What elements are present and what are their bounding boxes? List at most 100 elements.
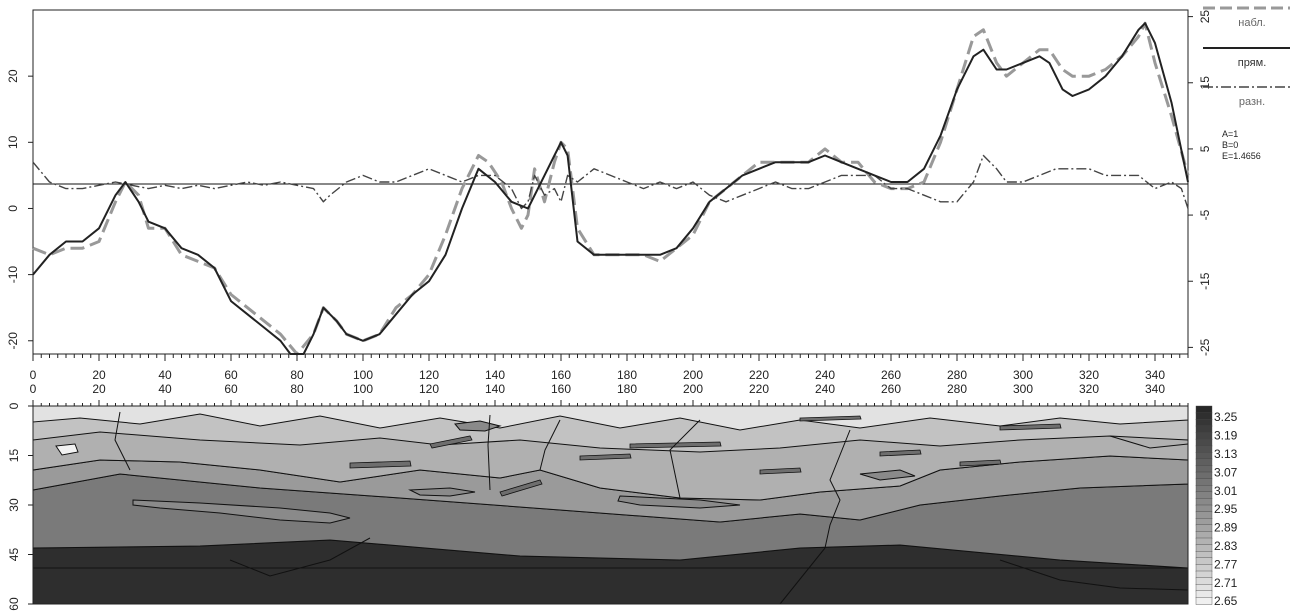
colorbar-band [1195, 438, 1213, 447]
colorbar-label: 3.13 [1214, 447, 1238, 461]
zone-lens-1 [132, 499, 351, 524]
x-tick-label: 60 [224, 368, 238, 382]
zone-streak-8 [429, 435, 473, 449]
y-left-tick-label: 20 [6, 69, 20, 83]
x-tick-label: 260 [881, 368, 901, 382]
colorbar-band [1195, 412, 1213, 420]
zone-lens-3 [55, 443, 79, 456]
section-x-tick-label: 220 [749, 382, 769, 396]
colorbar-label: 2.95 [1214, 502, 1238, 516]
param-a: A=1 [1222, 129, 1238, 139]
colorbar-band [1195, 419, 1213, 427]
x-tick-label: 200 [683, 368, 703, 382]
density-section: 0 20 40 60 80 100 120 140 160 180 200 220 240 260 280 3… [7, 382, 1238, 611]
section-x-tick-label: 280 [947, 382, 967, 396]
zone-boundary-9 [999, 559, 1189, 591]
zone-boundary-5 [669, 419, 701, 499]
zone-lens-6 [859, 469, 916, 481]
colorbar-label: 3.19 [1214, 429, 1238, 443]
x-tick-label: 340 [1145, 368, 1165, 382]
param-e: E=1.4656 [1222, 151, 1261, 161]
section-y-tick-label: 45 [7, 548, 21, 562]
y-right-tick-label: -15 [1198, 272, 1212, 290]
colorbar-band [1195, 425, 1213, 434]
series-line-dashed [32, 21, 1190, 356]
zone-streak-5 [959, 459, 1002, 467]
zone-boundary-8 [779, 547, 826, 605]
x-tick-label: 320 [1079, 368, 1099, 382]
zone-boundary-6 [1109, 435, 1189, 449]
zone-lens-2 [617, 495, 741, 509]
x-tick-label: 180 [617, 368, 637, 382]
section-y-tick-label: 0 [7, 402, 21, 409]
colorbar-band [1195, 531, 1213, 539]
colorbar-label: 2.77 [1214, 557, 1238, 571]
y-left-tick-label: -10 [6, 266, 20, 284]
zone-boundary-3 [539, 419, 561, 471]
colorbar-band [1195, 452, 1213, 460]
colorbar-band [1195, 485, 1213, 493]
colorbar-band [1195, 465, 1213, 473]
model-params: A=1 B=0 E=1.4656 [1222, 129, 1261, 161]
colorbar-band [1195, 478, 1213, 486]
y-right-tick-label: 25 [1198, 10, 1212, 24]
section-x-tick-label: 20 [92, 382, 106, 396]
y-right-tick-label: 15 [1198, 76, 1212, 90]
section-x-tick-label: 300 [1013, 382, 1033, 396]
section-x-tick-label: 100 [353, 382, 373, 396]
section-x-tick-label: 60 [224, 382, 238, 396]
y-right-tick-label: -25 [1198, 338, 1212, 356]
section-x-tick-label: 120 [419, 382, 439, 396]
colorbar-band [1195, 584, 1213, 592]
x-tick-label: 80 [290, 368, 304, 382]
legend-label-difference: разн. [1239, 96, 1265, 108]
colorbar-band [1195, 557, 1213, 566]
colorbar-band [1195, 511, 1213, 519]
section-y-tick-label: 60 [7, 597, 21, 611]
section-x-tick-label: 340 [1145, 382, 1165, 396]
section-x-tick-label: 260 [881, 382, 901, 396]
legend-label-observed: набл. [1238, 17, 1265, 29]
zone-streak-3 [579, 453, 632, 461]
zone-streak-9 [879, 449, 922, 457]
zone-streak-4 [499, 479, 543, 497]
colorbar-band [1195, 597, 1213, 605]
section-x-tick-label: 0 [30, 382, 37, 396]
section-x-tick-label: 140 [485, 382, 505, 396]
section-x-tick-label: 200 [683, 382, 703, 396]
x-tick-label: 300 [1013, 368, 1033, 382]
x-tick-label: 40 [158, 368, 172, 382]
colorbar-band [1195, 491, 1213, 500]
colorbar-band [1195, 445, 1213, 453]
zone-boundary-4 [824, 429, 851, 549]
colorbar-band [1195, 551, 1213, 559]
x-tick-label: 140 [485, 368, 505, 382]
section-y-tick-label: 30 [7, 498, 21, 512]
x-tick-label: 160 [551, 368, 571, 382]
zone-lens-5 [408, 487, 476, 497]
x-tick-label: 280 [947, 368, 967, 382]
colorbar-label: 2.83 [1214, 539, 1238, 553]
colorbar-band [1195, 504, 1213, 513]
y-left-tick-label: 10 [6, 135, 20, 149]
colorbar-label: 3.25 [1214, 410, 1238, 424]
x-tick-label: 120 [419, 368, 439, 382]
zone-shallow [32, 405, 1189, 431]
param-b: B=0 [1222, 140, 1238, 150]
x-tick-label: 240 [815, 368, 835, 382]
colorbar-band [1195, 458, 1213, 467]
density-zones [32, 405, 1189, 605]
zone-streak-10 [759, 467, 802, 475]
colorbar-band [1195, 537, 1213, 546]
colorbar-band [1195, 544, 1213, 552]
section-x-tick-label: 320 [1079, 382, 1099, 396]
colorbar-label: 2.71 [1214, 576, 1238, 590]
colorbar-band [1195, 405, 1213, 414]
section-x-tick-label: 180 [617, 382, 637, 396]
zone-streak-2 [349, 460, 412, 469]
y-left-tick-label: 0 [6, 205, 20, 212]
section-x-tick-label: 160 [551, 382, 571, 396]
colorbar-label: 2.89 [1214, 521, 1238, 535]
zone-streak-6 [999, 423, 1062, 431]
